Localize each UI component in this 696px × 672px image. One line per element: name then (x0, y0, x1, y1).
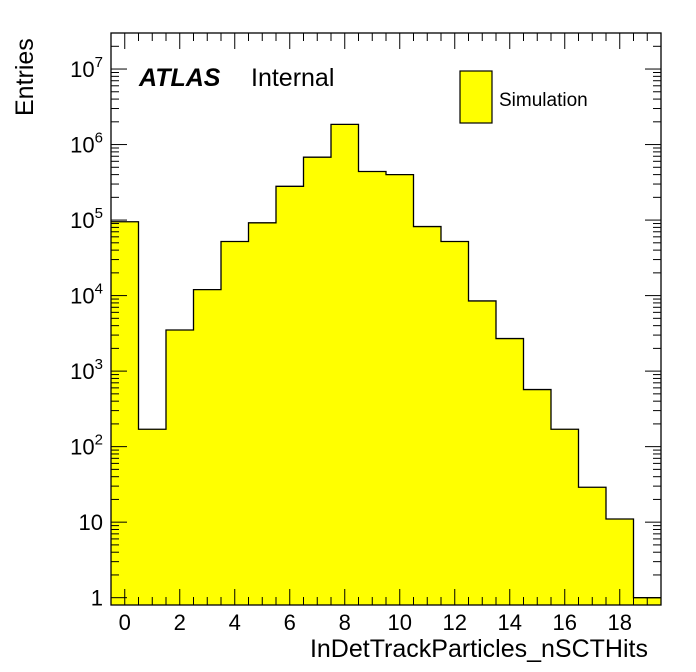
x-axis-label: InDetTrackParticles_nSCTHits (310, 635, 648, 663)
histogram-bar (276, 186, 304, 605)
y-tick-labels: 1 10 102 103 104 105 106 107 (70, 54, 103, 611)
atlas-label: ATLAS (138, 64, 221, 92)
histogram-bar (193, 289, 221, 605)
x-tick-label: 10 (388, 610, 412, 635)
y-tick-label: 105 (70, 205, 103, 233)
x-tick-label: 4 (229, 610, 241, 635)
plot-frame (110, 32, 662, 606)
histogram-bar (413, 226, 441, 605)
histogram-outline (111, 123, 661, 599)
histogram-bar (303, 157, 331, 605)
y-tick-label: 102 (70, 432, 103, 460)
histogram-bar (551, 429, 579, 605)
histogram-bar (468, 300, 496, 605)
histogram-bar (358, 171, 386, 605)
histogram-bar (386, 174, 414, 606)
x-tick-label: 6 (284, 610, 296, 635)
x-tick-label: 0 (119, 610, 131, 635)
y-tick-label: 103 (70, 356, 103, 384)
x-tick-label: 16 (553, 610, 577, 635)
x-tick-label: 14 (498, 610, 522, 635)
histogram-bar (578, 487, 606, 605)
x-tick-label: 12 (443, 610, 467, 635)
histogram-bar (221, 241, 249, 606)
x-tick-labels: 0 2 4 6 8 10 12 14 16 18 (119, 610, 632, 635)
legend-label: Simulation (499, 90, 588, 111)
histogram-bar (248, 222, 276, 605)
legend-swatch (459, 70, 493, 124)
y-tick-label: 1 (91, 586, 103, 611)
y-tick-label: 104 (70, 281, 103, 309)
y-axis-label: Entries (11, 38, 39, 116)
y-tick-label: 10 (79, 510, 103, 535)
x-tick-label: 8 (339, 610, 351, 635)
axis-ticks (110, 32, 662, 605)
histogram-bar (331, 124, 359, 605)
atlas-status-label: Internal (251, 64, 334, 92)
histogram-bar (441, 241, 469, 606)
histogram-bars (111, 124, 661, 606)
histogram-bar (523, 389, 551, 605)
x-tick-label: 18 (608, 610, 632, 635)
x-tick-label: 2 (174, 610, 186, 635)
y-tick-label: 106 (70, 130, 103, 158)
y-tick-label: 107 (70, 54, 103, 82)
histogram-bar (111, 221, 139, 605)
histogram-bar (166, 330, 194, 605)
histogram-bar (496, 338, 524, 605)
histogram-bar (138, 429, 166, 605)
